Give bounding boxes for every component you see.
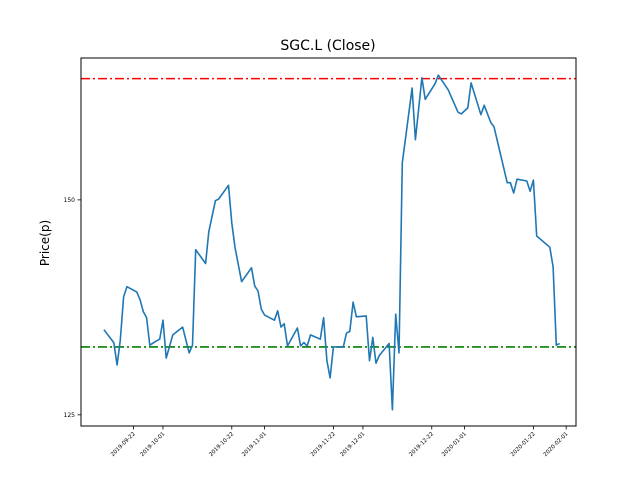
y-tick-label: 125: [64, 412, 76, 419]
y-axis-label: Price(p): [38, 220, 52, 266]
chart-title: SGC.L (Close): [280, 38, 375, 54]
plot-frame: [80, 57, 577, 427]
series-line-close: [103, 74, 560, 411]
y-tick-label: 150: [64, 197, 76, 204]
